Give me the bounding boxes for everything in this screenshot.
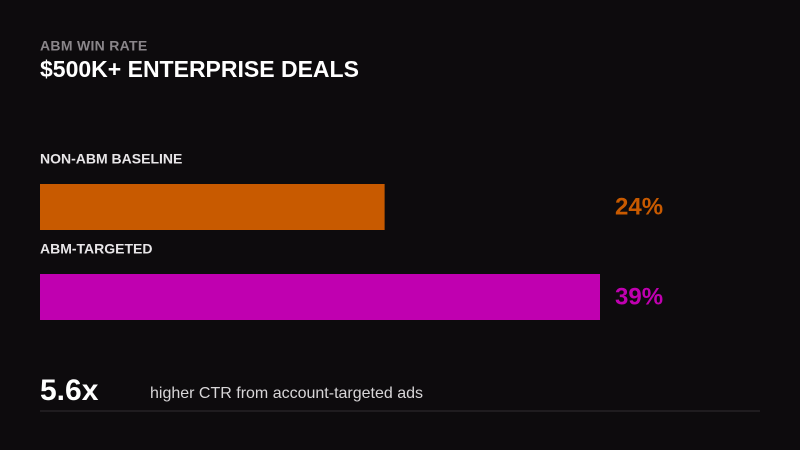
- chart-subtitle: ABM WIN RATE: [40, 38, 148, 54]
- category-label: NON-ABM BASELINE: [40, 151, 182, 167]
- callout-figure: 5.6x: [40, 374, 99, 407]
- bar: [40, 184, 385, 230]
- bar: [40, 274, 600, 320]
- chart-title: $500K+ ENTERPRISE DEALS: [40, 56, 359, 82]
- callout-text: higher CTR from account-targeted ads: [150, 385, 423, 402]
- value-label: 39%: [615, 283, 663, 310]
- value-label: 24%: [615, 193, 663, 220]
- category-label: ABM-TARGETED: [40, 241, 153, 257]
